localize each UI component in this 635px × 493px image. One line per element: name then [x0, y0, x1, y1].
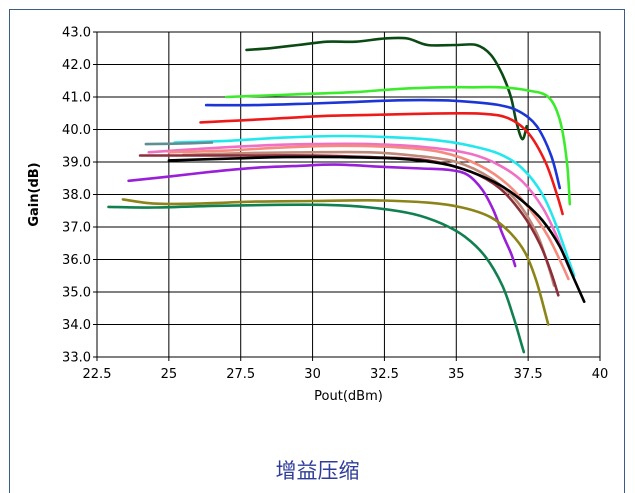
y-tick-label: 39.0	[62, 156, 91, 171]
y-tick-label: 42.0	[62, 58, 91, 73]
series-line-14	[107, 203, 526, 354]
x-tick-label: 22.5	[83, 367, 112, 382]
series-line-4	[199, 111, 564, 216]
x-tick-label: 25	[161, 367, 178, 382]
y-tick-label: 35.0	[62, 286, 91, 301]
series-line-3	[204, 98, 562, 190]
x-tick-label: 30	[304, 367, 321, 382]
series-line-12	[127, 163, 517, 268]
series-line-2	[225, 85, 572, 206]
y-tick-label: 34.0	[62, 318, 91, 333]
series-line-5	[173, 134, 576, 278]
y-axis-label: Gain(dB)	[27, 162, 42, 226]
series-line-6	[144, 141, 214, 146]
axis-ticks: 22.5 25 27.5 30 32.5 35 37.5 40 33.0 34.0 35.0 36.0…	[62, 26, 608, 383]
series-line-13	[121, 198, 550, 326]
x-tick-label: 32.5	[370, 367, 399, 382]
y-tick-label: 41.0	[62, 91, 91, 106]
series-line-7	[147, 142, 573, 274]
y-tick-label: 38.0	[62, 188, 91, 203]
y-tick-label: 40.0	[62, 123, 91, 138]
chart-caption: 增益压缩	[275, 459, 360, 483]
y-tick-label: 43.0	[62, 26, 91, 41]
series-lines	[107, 36, 586, 354]
series-line-8	[167, 144, 570, 281]
y-tick-label: 33.0	[62, 351, 91, 366]
x-tick-label: 35	[448, 367, 465, 382]
series-line-11	[167, 155, 586, 303]
x-tick-label: 37.5	[514, 367, 543, 382]
x-tick-label: 27.5	[226, 367, 255, 382]
y-tick-label: 37.0	[62, 221, 91, 236]
x-tick-label: 40	[592, 367, 609, 382]
y-tick-label: 36.0	[62, 253, 91, 268]
grid-lines	[96, 31, 601, 358]
series-line-9	[181, 150, 556, 287]
x-axis-label: Pout(dBm)	[314, 389, 383, 404]
